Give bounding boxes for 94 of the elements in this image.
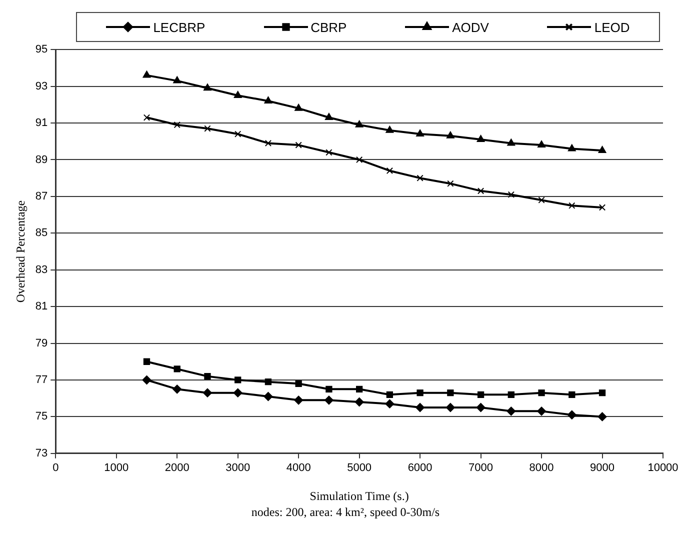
point [446, 403, 455, 412]
point [568, 391, 576, 398]
point [204, 372, 211, 380]
y-tick-label: 77 [35, 374, 48, 386]
y-tick-label: 87 [35, 190, 48, 202]
point [567, 410, 576, 420]
point [508, 391, 514, 398]
x-axis-title: Simulation Time (s.) [310, 488, 409, 503]
y-axis-title: Overhead Percentage [13, 200, 28, 303]
point [295, 380, 302, 387]
point [356, 156, 363, 164]
y-tick-label: 81 [35, 300, 48, 313]
y-tick-label: 83 [35, 264, 48, 276]
y-tick-label: 89 [35, 154, 48, 166]
point [354, 398, 364, 407]
y-tick-label: 93 [35, 80, 48, 92]
point [173, 76, 182, 84]
y-tick-label: 95 [35, 44, 48, 56]
y-tick-label: 73 [35, 447, 48, 460]
point [537, 406, 546, 416]
x-tick-label: 7000 [468, 462, 494, 474]
point [174, 366, 180, 372]
point [447, 390, 454, 396]
x-tick-label: 2000 [164, 462, 190, 474]
point [264, 378, 272, 386]
point [234, 90, 242, 98]
point [476, 135, 485, 142]
point [416, 130, 424, 137]
point [233, 388, 242, 398]
x-tick-label: 5000 [347, 462, 372, 474]
x-tick-label: 6000 [408, 462, 432, 474]
point [202, 388, 212, 398]
point [264, 96, 272, 104]
point [598, 204, 606, 211]
x-tick-label: 4000 [286, 462, 311, 474]
point [598, 146, 606, 154]
point [264, 140, 272, 147]
point [326, 386, 332, 392]
point [204, 84, 212, 91]
point [204, 125, 211, 132]
y-tick-label: 85 [35, 227, 48, 240]
y-tick-label: 79 [35, 337, 48, 350]
legend-label: CBRP [310, 20, 347, 34]
y-tick-label: 91 [35, 117, 48, 130]
point [507, 138, 516, 146]
point [386, 391, 394, 398]
point [446, 131, 454, 138]
point [508, 191, 514, 198]
legend-label: LECBRP [153, 20, 206, 34]
point [234, 376, 242, 384]
point [598, 390, 606, 396]
x-tick-label: 10000 [648, 462, 678, 474]
x-tick-label: 1000 [104, 462, 129, 474]
x-tick-label: 9000 [590, 462, 615, 474]
point [385, 399, 394, 408]
point [234, 130, 242, 138]
text: nodes: 200, area: 4 km², speed 0-30m/s [250, 505, 441, 520]
point [172, 384, 182, 394]
point [416, 403, 425, 412]
point [477, 391, 484, 398]
point [174, 122, 180, 128]
point [386, 167, 394, 174]
point [506, 406, 516, 416]
point [264, 392, 273, 401]
x-tick-label: 0 [52, 462, 59, 474]
x-tick-label: 3000 [226, 462, 250, 474]
point [355, 120, 364, 128]
point [538, 390, 545, 396]
point [538, 140, 546, 148]
y-tick-label: 75 [35, 410, 48, 423]
point [416, 390, 424, 396]
point [447, 180, 454, 187]
point [142, 375, 152, 384]
point [416, 174, 424, 182]
x-tick-label: 8000 [529, 462, 554, 474]
point [598, 412, 607, 422]
point [143, 114, 150, 121]
point [143, 358, 150, 365]
point [568, 202, 576, 209]
point [294, 104, 303, 111]
legend-label: LEOD [594, 20, 630, 34]
point [294, 396, 304, 405]
point [295, 142, 302, 148]
point [356, 386, 363, 392]
point [476, 403, 486, 412]
legend-label: AODV [452, 20, 489, 34]
point [324, 396, 334, 405]
point [326, 149, 332, 156]
point [568, 144, 576, 152]
point [538, 196, 545, 204]
point [324, 113, 333, 120]
point [386, 126, 394, 133]
point [142, 70, 151, 78]
point [477, 188, 484, 194]
